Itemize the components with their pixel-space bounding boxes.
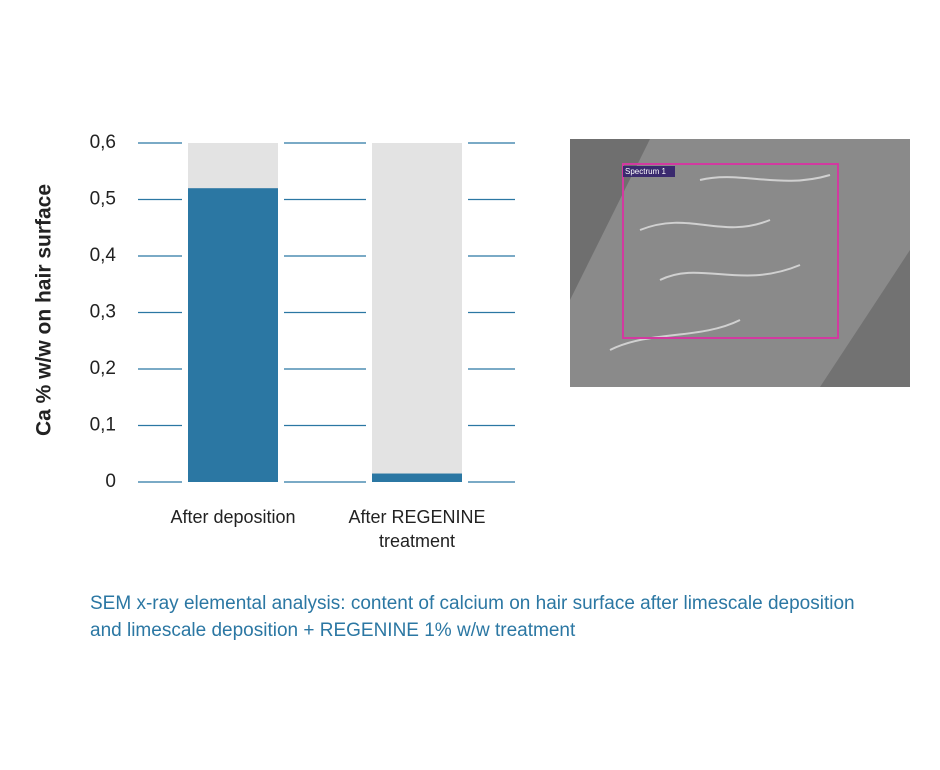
bar-track	[372, 143, 462, 482]
y-tick-label: 0,4	[90, 245, 117, 266]
y-tick-label: 0,3	[90, 302, 116, 323]
x-tick-label: After deposition	[170, 507, 296, 527]
sem-shadow	[820, 250, 910, 387]
y-axis-title: Ca % w/w on hair surface	[33, 184, 56, 436]
spectrum-box	[622, 163, 839, 339]
y-tick-label: 0,5	[90, 189, 116, 210]
x-tick-label: After REGENINE treatment	[348, 507, 486, 551]
bar	[372, 473, 462, 482]
sem-texture	[609, 174, 831, 351]
caption: SEM x-ray elemental analysis: content of…	[90, 593, 855, 641]
y-tick-label: 0	[105, 471, 116, 492]
sem-image: Spectrum 1	[570, 139, 910, 387]
spectrum-tag	[623, 166, 675, 177]
y-tick-label: 0,1	[90, 415, 116, 436]
bar	[188, 188, 278, 482]
y-tick-label: 0,6	[90, 132, 116, 153]
spectrum-label: Spectrum 1	[625, 167, 666, 176]
sem-shadow	[570, 139, 650, 300]
y-tick-label: 0,2	[90, 358, 116, 379]
